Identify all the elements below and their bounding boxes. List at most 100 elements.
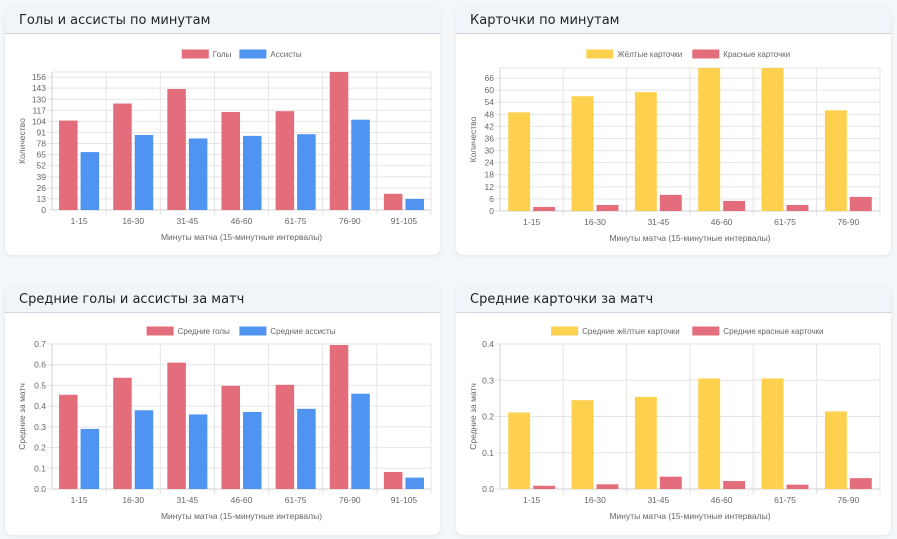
legend-item[interactable]: Ассисты	[239, 49, 302, 60]
y-tick-label: 0.5	[34, 380, 46, 390]
bar-series2-46-60[interactable]	[723, 481, 746, 489]
bar-series2-31-45[interactable]	[188, 138, 208, 210]
x-tick-label: 1-15	[71, 216, 88, 226]
legend-item[interactable]: Красные карточки	[692, 49, 790, 60]
legend-swatch	[239, 326, 267, 336]
legend: Средние жёлтые карточки Средние красные к…	[551, 326, 824, 337]
x-tick-label: 16-30	[122, 216, 144, 226]
y-tick-label: 0.1	[482, 448, 494, 458]
y-tick-label: 30	[485, 146, 495, 156]
bar-series1-91-105[interactable]	[383, 472, 403, 489]
bar-series1-31-45[interactable]	[167, 89, 186, 210]
card-cards: Карточки по минутам 0 6 12 18 24 30 36 42 48 54 60…	[456, 7, 891, 255]
card-header: Голы и ассисты по минутам	[5, 7, 440, 34]
bar-series1-91-105[interactable]	[383, 193, 403, 210]
bar-series1-46-60[interactable]	[221, 385, 240, 489]
y-tick-label: 0.7	[34, 339, 46, 349]
x-tick-label: 1-15	[71, 495, 88, 505]
y-tick-label: 12	[485, 182, 495, 192]
card-avg-cards: Средние карточки за матч 0.0 0.1 0.2 0.3 0.4…	[456, 286, 891, 535]
bar-series1-61-75[interactable]	[761, 378, 784, 489]
legend-swatch	[692, 326, 720, 336]
bar-series1-16-30[interactable]	[113, 377, 132, 489]
bar-series1-1-15[interactable]	[59, 120, 78, 210]
bar-series1-1-15[interactable]	[59, 394, 78, 489]
bar-series1-61-75[interactable]	[275, 384, 295, 489]
bar-series2-16-30[interactable]	[134, 410, 154, 489]
bar-series2-91-105[interactable]	[405, 477, 424, 489]
card-title: Средние голы и ассисты за матч	[19, 291, 245, 307]
bar-series2-76-90[interactable]	[351, 393, 370, 489]
bar-series1-1-15[interactable]	[508, 112, 531, 211]
legend-swatch	[239, 49, 267, 59]
bar-series2-46-60[interactable]	[243, 411, 262, 489]
bar-series1-76-90[interactable]	[824, 411, 847, 489]
x-tick-label: 1-15	[523, 495, 540, 505]
y-tick-label: 66	[485, 73, 495, 83]
bar-series2-1-15[interactable]	[80, 428, 100, 489]
x-tick-label: 76-90	[837, 217, 859, 227]
bar-series1-16-30[interactable]	[113, 103, 132, 210]
legend-label: Средние ассисты	[270, 327, 335, 336]
bar-series1-61-75[interactable]	[761, 68, 784, 211]
bar-series2-76-90[interactable]	[351, 119, 370, 210]
bar-series2-61-75[interactable]	[786, 484, 809, 489]
legend-item[interactable]: Голы	[181, 49, 232, 60]
y-tick-label: 0	[41, 205, 46, 215]
x-tick-label: 16-30	[122, 495, 144, 505]
bar-series1-46-60[interactable]	[221, 112, 240, 210]
legend-item[interactable]: Средние голы	[146, 326, 230, 337]
bar-series2-76-90[interactable]	[849, 196, 872, 211]
y-tick-label: 39	[37, 172, 47, 182]
y-tick-label: 0.1	[34, 463, 46, 473]
y-tick-label: 18	[485, 170, 495, 180]
y-tick-label: 0.6	[34, 360, 46, 370]
bar-series2-1-15[interactable]	[533, 206, 556, 211]
bar-series2-31-45[interactable]	[188, 414, 208, 489]
x-tick-label: 46-60	[711, 217, 733, 227]
x-tick-label: 31-45	[647, 217, 669, 227]
bar-series1-61-75[interactable]	[275, 111, 295, 210]
bar-series2-61-75[interactable]	[786, 204, 809, 211]
bar-series2-16-30[interactable]	[134, 135, 154, 210]
bar-series1-76-90[interactable]	[329, 345, 349, 489]
legend-item[interactable]: Средние ассисты	[239, 326, 336, 337]
bar-series2-31-45[interactable]	[659, 476, 682, 489]
bar-series1-76-90[interactable]	[824, 110, 847, 211]
bar-series2-61-75[interactable]	[297, 134, 316, 210]
bar-series1-16-30[interactable]	[571, 96, 594, 211]
bar-series1-31-45[interactable]	[167, 362, 186, 489]
legend-swatch	[181, 49, 209, 59]
bar-series2-61-75[interactable]	[297, 408, 316, 489]
bar-series1-31-45[interactable]	[634, 396, 657, 489]
bar-series2-46-60[interactable]	[723, 200, 746, 211]
bar-series1-76-90[interactable]	[329, 72, 349, 210]
x-tick-label: 61-75	[774, 217, 796, 227]
bar-series1-1-15[interactable]	[508, 412, 531, 489]
x-tick-label: 61-75	[285, 495, 307, 505]
bar-series2-1-15[interactable]	[533, 485, 556, 489]
bar-series2-16-30[interactable]	[596, 204, 619, 211]
bar-series2-91-105[interactable]	[405, 198, 424, 210]
bar-series1-16-30[interactable]	[571, 400, 594, 489]
bar-series1-31-45[interactable]	[634, 92, 657, 211]
y-tick-label: 36	[485, 133, 495, 143]
bar-series2-46-60[interactable]	[243, 135, 262, 210]
bar-series2-16-30[interactable]	[596, 484, 619, 489]
cards-chart: 0 6 12 18 24 30 36 42 48 54 60 66 1-15 16-30 31-45 46-6…	[468, 49, 881, 243]
bar-series2-31-45[interactable]	[659, 194, 682, 211]
legend-item[interactable]: Средние красные карточки	[692, 326, 824, 337]
y-tick-label: 13	[37, 194, 47, 204]
y-tick-label: 42	[485, 121, 495, 131]
card-header: Средние голы и ассисты за матч	[5, 286, 440, 313]
legend-item[interactable]: Средние жёлтые карточки	[551, 326, 680, 337]
y-tick-label: 54	[485, 97, 495, 107]
legend-label: Средние жёлтые карточки	[582, 327, 680, 336]
bar-series1-46-60[interactable]	[698, 378, 721, 489]
bar-series2-1-15[interactable]	[80, 152, 100, 210]
bar-series1-46-60[interactable]	[698, 68, 721, 211]
card-header: Средние карточки за матч	[456, 286, 891, 313]
legend: Средние голы Средние ассисты	[146, 326, 336, 337]
bar-series2-76-90[interactable]	[849, 478, 872, 489]
legend-item[interactable]: Жёлтые карточки	[586, 49, 682, 60]
